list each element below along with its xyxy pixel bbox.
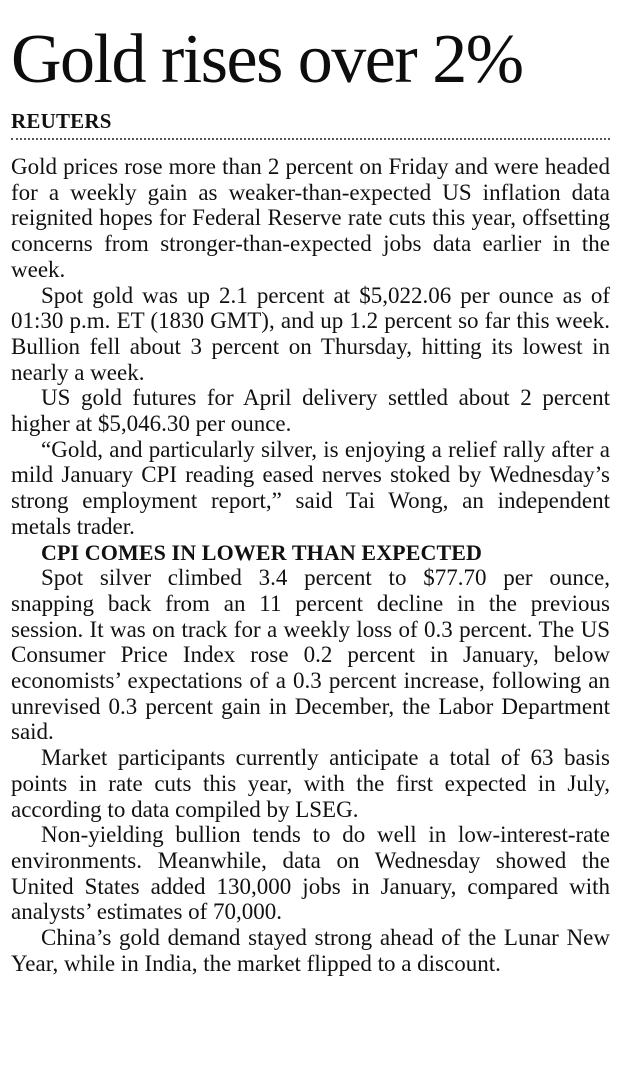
- paragraph-2: Spot gold was up 2.1 percent at $5,022.0…: [11, 282, 610, 385]
- paragraph-1: Gold prices rose more than 2 percent on …: [11, 154, 610, 282]
- headline: Gold rises over 2%: [11, 21, 524, 98]
- dotted-divider: [11, 138, 610, 140]
- byline: REUTERS: [11, 109, 112, 133]
- paragraph-7: Non-yielding bullion tends to do well in…: [11, 822, 610, 925]
- article-body: Gold prices rose more than 2 percent on …: [11, 154, 610, 977]
- paragraph-8: China’s gold demand stayed strong ahead …: [11, 925, 610, 976]
- paragraph-3: US gold futures for April delivery settl…: [11, 385, 610, 437]
- subheading: CPI COMES IN LOWER THAN EXPECTED: [41, 539, 483, 565]
- paragraph-6: Market participants currently anticipate…: [11, 745, 610, 822]
- paragraph-5: Spot silver climbed 3.4 percent to $77.7…: [11, 565, 610, 745]
- paragraph-4: “Gold, and particularly silver, is enjoy…: [11, 436, 610, 539]
